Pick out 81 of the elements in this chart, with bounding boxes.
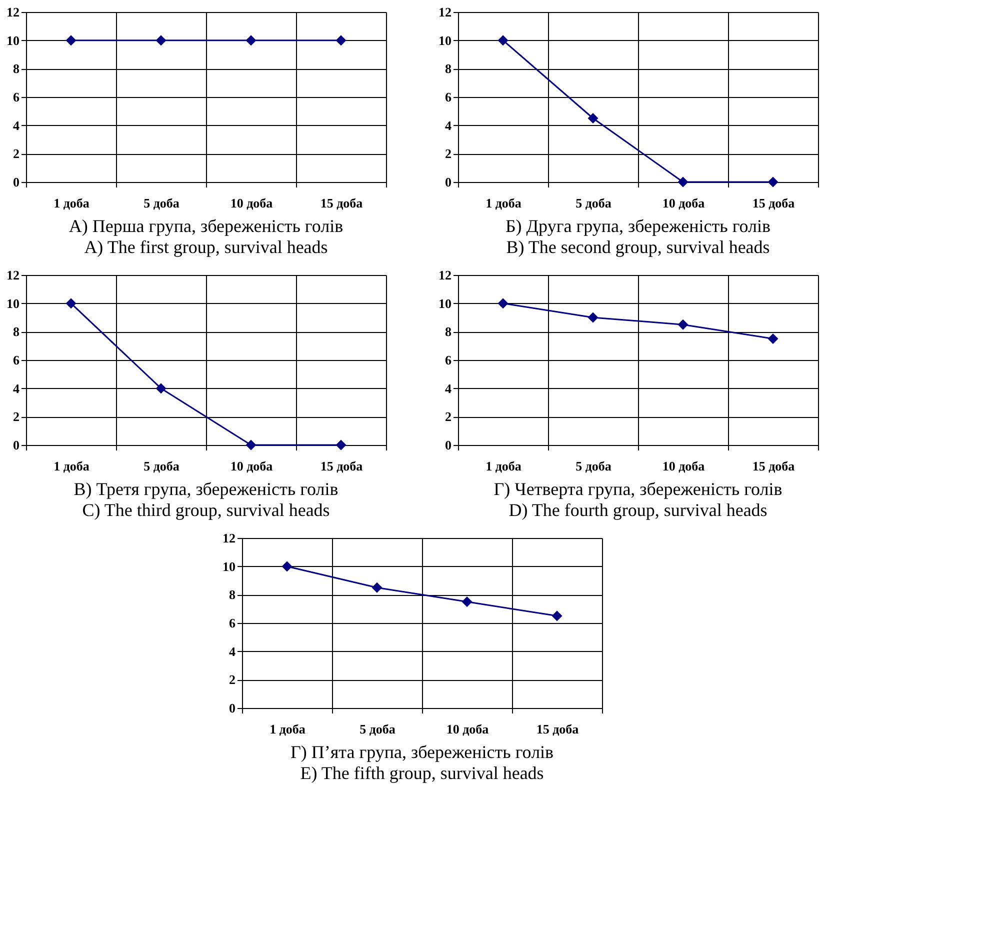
point [498,35,508,46]
point [552,610,562,622]
y-tick-label: 8 [445,324,452,340]
text: А) Перша група, збереженість голів [68,216,344,236]
y-tick-label: 2 [229,672,236,688]
x-tick-label: 5 доба [144,458,180,474]
y-tick-label: 10 [438,32,452,48]
y-tick-label: 6 [229,616,236,630]
text: D) The fourth group, survival heads [508,500,768,520]
y-tick-label: 4 [445,380,452,396]
point [498,298,508,309]
y-tick-label: 12 [6,4,20,20]
point [66,298,76,309]
x-tick-label: 5 доба [144,196,180,210]
x-tick-label: 1 доба [270,722,306,736]
y-tick-label: 10 [6,32,20,48]
y-tick-label: 6 [445,352,452,368]
text: Б) Друга група, збереженість голів [505,216,771,236]
y-tick-label: 6 [13,90,20,104]
point [768,176,778,188]
x-tick-label: 5 доба [576,196,612,210]
text: E) The fifth group, survival heads [300,763,544,783]
point [246,440,256,450]
x-tick-label: 1 доба [54,458,90,474]
y-tick-label: 4 [445,118,452,133]
y-tick-label: 4 [13,118,20,133]
point [768,334,778,344]
x-tick-label: 15 доба [320,458,364,474]
x-tick-label: 15 доба [752,458,796,474]
x-tick-label: 15 доба [752,196,796,210]
y-tick-label: 8 [13,61,20,76]
x-tick-label: 15 доба [320,196,364,210]
y-tick-label: 2 [13,409,20,424]
x-tick-label: 10 доба [230,458,274,474]
y-tick-label: 8 [13,324,20,340]
text: В) Третя група, збереженість голів [74,479,338,499]
text: A) The first group, survival heads [84,237,328,257]
point [336,440,346,450]
y-tick-label: 12 [222,530,236,546]
y-tick-label: 12 [6,268,20,282]
y-tick-label: 2 [445,146,452,162]
y-tick-label: 10 [222,558,236,574]
y-tick-label: 8 [445,61,452,76]
text: C) The third group, survival heads [82,500,330,520]
x-tick-label: 1 доба [486,196,522,210]
x-tick-label: 1 доба [54,196,90,210]
x-tick-label: 1 доба [486,458,522,474]
point [588,113,598,124]
text: Г) Четверта група, збереженість голів [494,479,782,499]
y-tick-label: 10 [6,296,20,311]
x-tick-label: 5 доба [576,458,612,474]
point [588,312,598,323]
y-tick-label: 6 [445,90,452,104]
y-tick-label: 8 [229,587,236,602]
x-tick-label: 10 доба [230,196,274,210]
y-tick-label: 10 [438,296,452,311]
y-tick-label: 6 [13,352,20,368]
x-tick-label: 10 доба [662,458,706,474]
point [372,582,382,593]
y-tick-label: 0 [445,438,452,452]
y-tick-label: 0 [13,174,20,190]
y-tick-label: 2 [13,146,20,162]
point [678,319,688,330]
text: B) The second group, survival heads [506,237,770,257]
point [678,176,688,188]
y-tick-label: 4 [13,380,20,396]
point [282,561,292,572]
x-tick-label: 15 доба [536,722,580,736]
y-tick-label: 0 [229,700,236,716]
x-tick-label: 10 доба [662,196,706,210]
x-tick-label: 5 доба [360,722,396,736]
x-tick-label: 10 доба [446,722,490,736]
y-tick-label: 12 [438,4,452,20]
y-tick-label: 4 [229,644,236,659]
y-tick-label: 0 [13,438,20,452]
point [156,383,166,394]
y-tick-label: 0 [445,174,452,190]
point [462,596,472,607]
y-tick-label: 12 [438,268,452,282]
text: Г) П’ята група, збереженість голів [290,742,554,762]
y-tick-label: 2 [445,409,452,424]
